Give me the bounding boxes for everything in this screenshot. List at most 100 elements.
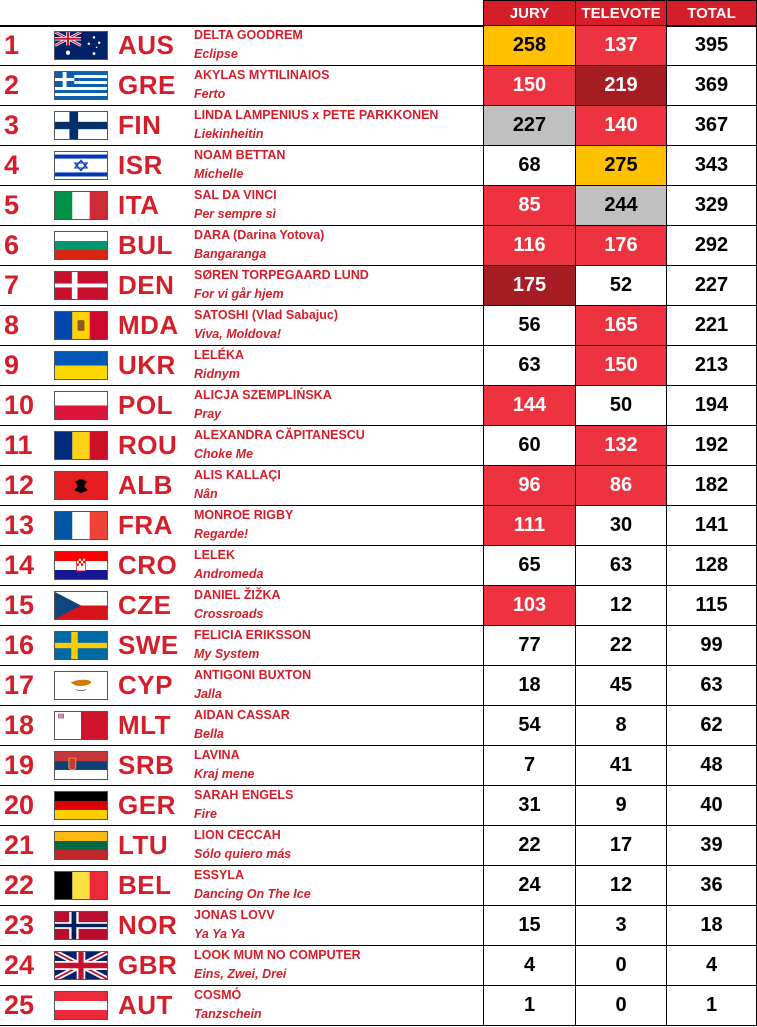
jury-score: 4: [483, 946, 575, 985]
jury-score: 144: [483, 386, 575, 425]
flag-serbia-icon: [54, 751, 108, 780]
rank: 10: [4, 390, 35, 420]
rank: 24: [4, 950, 35, 980]
televote-score: 0: [575, 986, 666, 1025]
rank: 20: [4, 790, 35, 820]
artist-name: SARAH ENGELS: [194, 788, 294, 802]
total-score: 18: [666, 906, 757, 945]
table-row: 11 ROU ALEXANDRA CĂPITANESCU Choke Me 60 132 1…: [0, 426, 757, 466]
televote-score: 150: [575, 346, 666, 385]
televote-score: 12: [575, 586, 666, 625]
jury-score: 258: [483, 26, 575, 65]
country-code: MLT: [118, 710, 171, 740]
country-code: UKR: [118, 350, 176, 380]
televote-score: 22: [575, 626, 666, 665]
televote-score: 244: [575, 186, 666, 225]
country-code: BUL: [118, 230, 173, 260]
song-title: Regarde!: [194, 527, 249, 541]
rank: 14: [4, 550, 35, 580]
rank: 13: [4, 510, 35, 540]
flag-france-icon: [54, 511, 108, 540]
total-score: 40: [666, 786, 757, 825]
jury-score: 7: [483, 746, 575, 785]
televote-score: 63: [575, 546, 666, 585]
country-code: ISR: [118, 150, 163, 180]
total-score: 213: [666, 346, 757, 385]
artist-name: DANIEL ŽIŽKA: [194, 588, 281, 602]
flag-belgium-icon: [54, 871, 108, 900]
televote-score: 3: [575, 906, 666, 945]
rank: 15: [4, 590, 35, 620]
artist-name: SØREN TORPEGAARD LUND: [194, 268, 369, 282]
flag-moldova-icon: [54, 311, 108, 340]
rank: 4: [4, 150, 20, 180]
rank: 11: [4, 430, 33, 460]
flag-romania-icon: [54, 431, 108, 460]
song-title: Dancing On The Ice: [194, 887, 311, 901]
jury-score: 60: [483, 426, 575, 465]
song-title: Ya Ya Ya: [194, 927, 245, 941]
song-title: Fire: [194, 807, 217, 821]
table-row: 3 FIN LINDA LAMPENIUS x PETE PARKKONEN Liek…: [0, 106, 757, 146]
televote-score: 176: [575, 226, 666, 265]
rank: 16: [4, 630, 35, 660]
artist-name: SAL DA VINCI: [194, 188, 277, 202]
song-title: Sólo quiero más: [194, 847, 292, 861]
country-code: BEL: [118, 870, 172, 900]
artist-name: LOOK MUM NO COMPUTER: [194, 948, 361, 962]
table-row: 6 BUL DARA (Darina Yotova) Bangaranga 116 176…: [0, 226, 757, 266]
artist-name: FELICIA ERIKSSON: [194, 628, 311, 642]
country-code: AUS: [118, 30, 175, 60]
country-code: DEN: [118, 270, 175, 300]
jury-score: 68: [483, 146, 575, 185]
song-title: Ridnym: [194, 367, 240, 381]
total-score: 292: [666, 226, 757, 265]
country-code: GBR: [118, 950, 178, 980]
country-code: ROU: [118, 430, 178, 460]
jury-score: 65: [483, 546, 575, 585]
total-score: 395: [666, 26, 757, 65]
country-code: CRO: [118, 550, 178, 580]
artist-name: ALIS KALLAÇI: [194, 468, 281, 482]
country-code: AUT: [118, 990, 173, 1020]
rank: 7: [4, 270, 20, 300]
televote-score: 0: [575, 946, 666, 985]
rank: 5: [4, 190, 20, 220]
artist-name: MONROE RIGBY: [194, 508, 294, 522]
total-score: 4: [666, 946, 757, 985]
artist-name: ANTIGONI BUXTON: [194, 668, 312, 682]
rank: 8: [4, 310, 20, 340]
table-row: 4 ISR NOAM BETTAN Michelle 68 275 343: [0, 146, 757, 186]
flag-australia-icon: [54, 31, 108, 60]
flag-croatia-icon: [54, 551, 108, 580]
total-score: 227: [666, 266, 757, 305]
country-code: GRE: [118, 70, 176, 100]
table-row: 13 FRA MONROE RIGBY Regarde! 111 30 141: [0, 506, 757, 546]
flag-czechia-icon: [54, 591, 108, 620]
televote-score: 17: [575, 826, 666, 865]
televote-score: 52: [575, 266, 666, 305]
televote-score: 140: [575, 106, 666, 145]
rank: 17: [4, 670, 35, 700]
song-title: My System: [194, 647, 260, 661]
artist-name: ESSYLA: [194, 868, 245, 882]
artist-name: NOAM BETTAN: [194, 148, 286, 162]
song-title: Liekinheitin: [194, 127, 264, 141]
song-title: Jalla: [194, 687, 222, 701]
artist-name: ALEXANDRA CĂPITANESCU: [194, 428, 365, 442]
header-televote: TELEVOTE: [575, 0, 666, 26]
total-score: 1: [666, 986, 757, 1025]
total-score: 194: [666, 386, 757, 425]
country-code: ALB: [118, 470, 173, 500]
televote-score: 45: [575, 666, 666, 705]
total-score: 39: [666, 826, 757, 865]
artist-name: AIDAN CASSAR: [194, 708, 290, 722]
total-score: 62: [666, 706, 757, 745]
table-row: 1 AUS DELTA GOODREM Eclipse 258 137 395: [0, 26, 757, 66]
rank: 6: [4, 230, 20, 260]
table-row: 18 MLT AIDAN CASSAR Bella 54 8 62: [0, 706, 757, 746]
song-title: Ferto: [194, 87, 226, 101]
televote-score: 41: [575, 746, 666, 785]
song-title: Bella: [194, 727, 224, 741]
jury-score: 150: [483, 66, 575, 105]
